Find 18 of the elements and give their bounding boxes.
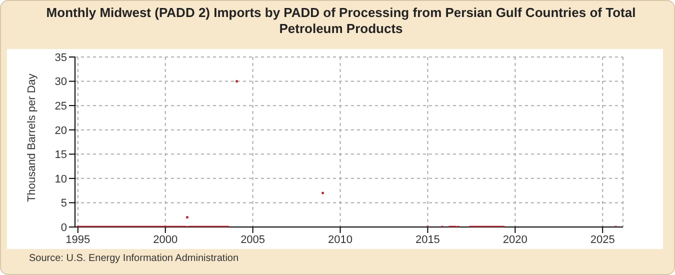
y-tick-label: 0: [60, 222, 67, 234]
y-tick-label: 30: [54, 76, 67, 88]
x-tick-label: 2010: [328, 234, 352, 246]
y-tick-label: 5: [60, 198, 67, 210]
y-axis-title: Thousand Barrels per Day: [26, 73, 38, 202]
chart-title: Monthly Midwest (PADD 2) Imports by PADD of Processing from Persian Gulf Countries of Total Petroleum Products: [45, 5, 637, 37]
x-tick-label: 2020: [502, 234, 528, 246]
y-tick-label: 15: [54, 149, 67, 162]
x-tick-label: 2005: [240, 234, 266, 246]
y-tick-label: 25: [54, 100, 67, 112]
y-tick-label: 20: [54, 124, 67, 137]
x-tick-label: 2015: [415, 234, 440, 246]
x-tick-label: 1995: [66, 234, 90, 246]
source-note: Source: U.S. Energy Information Administration: [29, 253, 239, 264]
y-tick-label: 10: [54, 173, 67, 186]
y-tick-label: 35: [54, 52, 67, 64]
x-tick-label: 2000: [153, 234, 178, 246]
x-tick-label: 2025: [590, 234, 615, 246]
